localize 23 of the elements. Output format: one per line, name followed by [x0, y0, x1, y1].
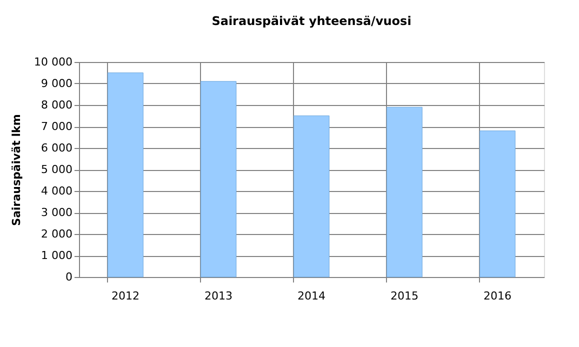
y-tick-label: 1 000	[41, 249, 72, 262]
y-axis-title: Sairauspäivät lkm	[10, 114, 24, 226]
bar	[294, 116, 330, 278]
y-tick-label: 5 000	[41, 163, 72, 176]
y-tick-label: 3 000	[41, 206, 72, 219]
chart-title: Sairauspäivät yhteensä/vuosi	[212, 14, 412, 28]
y-tick-label: 8 000	[41, 98, 72, 112]
x-tick-label: 2013	[204, 290, 232, 302]
x-tick-label: 2016	[484, 290, 512, 302]
x-tick-label: 2015	[390, 290, 418, 302]
x-tick-label: 2014	[298, 290, 326, 302]
x-tick-label: 2012	[112, 290, 140, 302]
bar	[108, 72, 144, 278]
y-tick-label: 4 000	[41, 184, 72, 198]
bar	[200, 81, 236, 278]
y-tick-label: 7 000	[41, 120, 72, 133]
y-tick-label: 9 000	[41, 77, 72, 90]
bar	[480, 130, 516, 278]
y-tick-label: 6 000	[41, 142, 72, 154]
bar	[386, 106, 422, 278]
y-tick-label: 0	[66, 270, 72, 284]
y-tick-label: 2 000	[41, 228, 72, 240]
y-tick-label: 10 000	[34, 56, 72, 68]
